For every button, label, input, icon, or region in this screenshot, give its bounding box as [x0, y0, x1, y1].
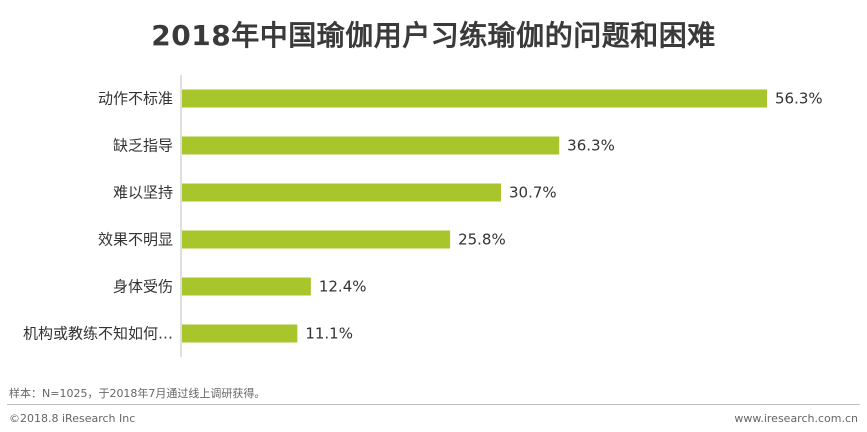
sample-note: 样本：N=1025，于2018年7月通过线上调研获得。 — [9, 387, 266, 400]
bar — [182, 136, 560, 155]
footer-divider — [7, 404, 860, 405]
website-link[interactable]: www.iresearch.com.cn — [734, 412, 858, 425]
bar — [182, 230, 451, 249]
value-label: 36.3% — [567, 137, 615, 155]
category-label: 身体受伤 — [113, 278, 173, 296]
value-label: 25.8% — [458, 231, 506, 249]
value-label: 12.4% — [319, 278, 367, 296]
category-label: 难以坚持 — [113, 184, 173, 202]
category-label: 动作不标准 — [98, 90, 173, 108]
category-label: 效果不明显 — [98, 231, 173, 249]
bar — [182, 277, 311, 296]
value-label: 30.7% — [509, 184, 557, 202]
copyright-text: ©2018.8 iResearch Inc — [9, 412, 136, 425]
chart-title: 2018年中国瑜伽用户习练瑜伽的问题和困难 — [151, 19, 716, 52]
bar — [182, 324, 298, 343]
bar — [182, 89, 767, 108]
value-label: 56.3% — [775, 90, 823, 108]
bar — [182, 183, 501, 202]
category-label: 缺乏指导 — [113, 137, 173, 155]
category-label: 机构或教练不知如何… — [23, 325, 173, 343]
value-label: 11.1% — [305, 325, 353, 343]
bars-layer: 动作不标准 56.3% 缺乏指导 36.3% 难以坚持 30.7% 效果不明显 25.8% 身体… — [23, 89, 823, 343]
